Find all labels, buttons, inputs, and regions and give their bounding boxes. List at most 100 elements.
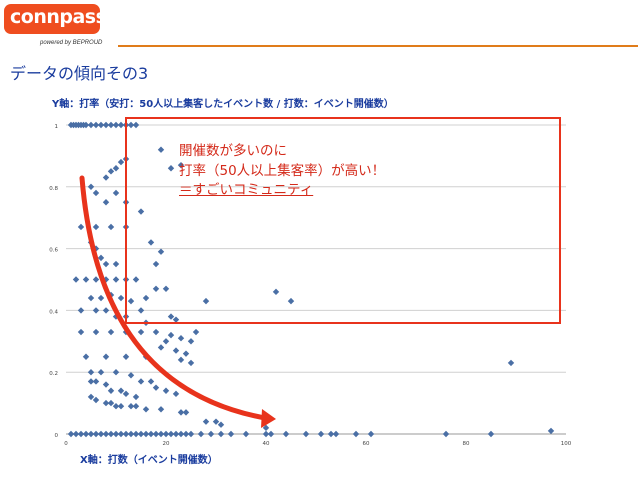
data-point (207, 430, 215, 438)
data-point (132, 402, 140, 410)
data-point (132, 121, 140, 129)
data-point (327, 430, 335, 438)
data-point (97, 430, 105, 438)
data-point (97, 294, 105, 302)
data-point (162, 387, 170, 394)
y-tick-label: 0.6 (49, 248, 58, 254)
data-point (112, 430, 120, 438)
data-point (162, 430, 170, 438)
data-point (127, 430, 135, 438)
x-tick-label: 100 (561, 441, 572, 447)
y-tick-label: 0.8 (49, 186, 58, 192)
data-point (167, 331, 175, 339)
data-point (137, 307, 145, 314)
data-point (227, 430, 235, 438)
data-point (182, 409, 190, 416)
data-point (157, 146, 165, 153)
data-point (547, 427, 555, 435)
data-point (142, 294, 150, 302)
data-point (262, 424, 270, 432)
data-point (82, 121, 90, 129)
data-point (102, 174, 110, 181)
data-point (107, 399, 115, 407)
data-point (67, 430, 75, 438)
data-point (117, 158, 125, 166)
data-point (212, 418, 220, 425)
data-point (87, 378, 95, 385)
data-point (102, 307, 110, 314)
data-point (262, 430, 270, 438)
data-point (107, 387, 115, 394)
data-point (172, 316, 180, 323)
data-point (97, 254, 105, 262)
data-point (177, 430, 185, 438)
data-point (132, 393, 140, 401)
trend-arrow (79, 175, 276, 428)
data-point (87, 393, 95, 401)
data-point (442, 430, 450, 438)
data-point (112, 121, 120, 129)
data-point (137, 378, 145, 385)
data-point (182, 430, 190, 438)
data-point (137, 430, 145, 438)
powered-by-text: powered by BEPROUD (40, 40, 103, 46)
data-point (162, 285, 170, 292)
data-point (117, 387, 125, 394)
data-point (102, 199, 110, 206)
data-point (77, 430, 85, 438)
data-point (267, 430, 275, 438)
data-point (147, 239, 155, 246)
data-point (142, 430, 150, 438)
data-point (102, 430, 110, 438)
data-point (92, 276, 100, 283)
data-point (137, 328, 145, 336)
data-point (202, 418, 210, 425)
data-point (117, 121, 125, 129)
data-point (302, 430, 310, 438)
data-point (92, 430, 100, 438)
data-point (187, 359, 195, 367)
data-point (177, 335, 185, 342)
data-point (132, 276, 140, 283)
data-point (177, 161, 185, 169)
data-point (102, 121, 110, 129)
data-point (92, 307, 100, 314)
logo-text: connpass (10, 6, 107, 28)
data-point (87, 430, 95, 438)
trend-arrow-path (79, 175, 268, 421)
y-tick-label: 1 (55, 124, 59, 130)
data-point (107, 168, 115, 175)
data-point (367, 430, 375, 438)
data-point (152, 260, 160, 268)
x-tick-label: 0 (64, 441, 68, 447)
data-point (82, 276, 90, 283)
data-point (487, 430, 495, 438)
x-tick-label: 40 (263, 441, 270, 447)
data-point (92, 328, 100, 336)
header-rule (118, 45, 638, 47)
data-point (107, 430, 115, 438)
data-point (192, 328, 200, 336)
data-point (152, 430, 160, 438)
data-point (117, 402, 125, 410)
data-point (72, 276, 80, 283)
data-point (102, 399, 110, 407)
data-point (147, 378, 155, 385)
data-point (77, 307, 85, 314)
data-point (137, 208, 145, 215)
data-point (287, 297, 295, 305)
data-point (102, 260, 110, 268)
data-point (87, 369, 95, 376)
callout-line-2: 打率（50人以上集客率）が高い！ (179, 163, 386, 179)
data-point (132, 430, 140, 438)
data-point (127, 372, 135, 379)
x-tick-label: 20 (163, 441, 170, 447)
data-point (152, 384, 160, 391)
data-point (77, 223, 85, 231)
data-point (147, 430, 155, 438)
x-axis-title: X軸：打数（イベント開催数） (80, 455, 218, 466)
callout-line-3: ＝すごいコミュニティ (179, 182, 314, 198)
data-point (282, 430, 290, 438)
data-point (127, 121, 135, 129)
data-point (152, 328, 160, 336)
